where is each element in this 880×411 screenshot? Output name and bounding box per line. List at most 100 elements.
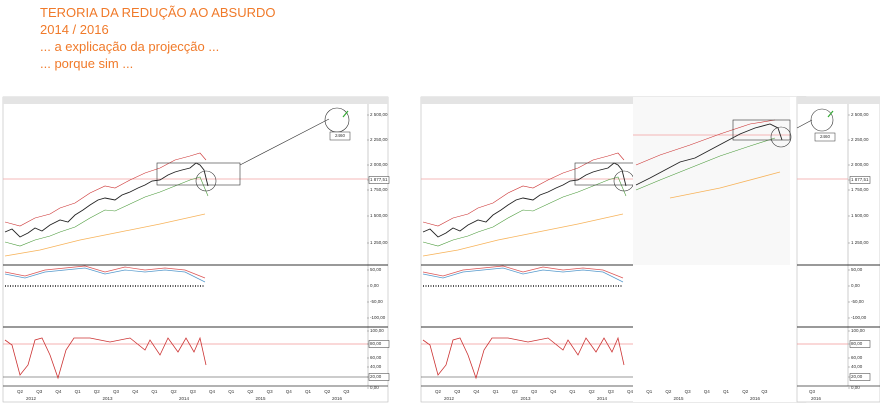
axis-label: 20,00 — [851, 374, 863, 379]
axis-label: 0,00 — [370, 385, 379, 390]
axis-label: 60,00 — [370, 355, 382, 360]
lower-band — [635, 137, 776, 191]
x-tick-label: Q3 — [761, 389, 768, 394]
x-year-label: 2015 — [673, 396, 684, 401]
x-tick-label: Q4 — [473, 389, 480, 394]
price-line — [422, 162, 627, 238]
axis-label: 80,00 — [370, 341, 382, 346]
axis-label: 50,00 — [851, 267, 863, 272]
axis-label: 80,00 — [851, 341, 863, 346]
x-tick-label: Q3 — [113, 389, 120, 394]
x-tick-label: Q1 — [228, 389, 235, 394]
cover — [633, 265, 796, 402]
projection-fragment — [633, 97, 792, 265]
x-tick-label: Q1 — [646, 389, 653, 394]
axis-label: 1 250,00 — [851, 240, 869, 245]
x-tick-label: Q3 — [608, 389, 615, 394]
axis-label: 0,00 — [851, 385, 860, 390]
x-tick-label: Q3 — [267, 389, 274, 394]
signal-line — [4, 267, 206, 283]
axis-label: 100,00 — [851, 328, 865, 333]
projection-line — [239, 118, 330, 166]
axis-label: 60,00 — [851, 355, 863, 360]
header-line: ... porque sim ... — [40, 56, 133, 71]
x-tick-label: Q1 — [569, 389, 576, 394]
axis-label: 2 250,00 — [370, 137, 388, 142]
range-box — [732, 119, 791, 141]
x-year-label: 2015 — [255, 396, 266, 401]
header-line: TERORIA DA REDUÇÃO AO ABSURDO — [40, 5, 276, 20]
range-box — [156, 162, 241, 186]
x-tick-label: Q3 — [190, 389, 197, 394]
x-year-label: 2013 — [520, 396, 531, 401]
x-tick-label: Q2 — [435, 389, 442, 394]
toolbar — [797, 97, 880, 104]
cover — [790, 97, 797, 402]
x-tick-label: Q2 — [247, 389, 254, 394]
x-tick-label: Q1 — [723, 389, 730, 394]
projection-line — [796, 119, 813, 129]
frame — [2, 96, 389, 403]
frame — [796, 96, 880, 403]
x-year-label: 2016 — [332, 396, 343, 401]
price-line — [635, 123, 783, 186]
annotation-label: 2460 — [335, 133, 346, 138]
x-year-label: 2012 — [26, 396, 37, 401]
moving-average — [422, 213, 624, 257]
axis-label: 1 750,00 — [370, 187, 388, 192]
macd-line — [4, 265, 206, 279]
axis-label: 20,00 — [370, 374, 382, 379]
axis-label: 2 250,00 — [851, 137, 869, 142]
axis-label: 1 877,51 — [851, 177, 869, 182]
x-tick-label: Q1 — [75, 389, 82, 394]
x-year-label: 2014 — [597, 396, 608, 401]
x-tick-label: Q3 — [809, 389, 816, 394]
header-line: 2014 / 2016 — [40, 22, 109, 37]
x-tick-label: Q4 — [209, 389, 216, 394]
x-tick-label: Q4 — [286, 389, 293, 394]
axis-label: -100,00 — [370, 315, 386, 320]
x-year-label: 2014 — [179, 396, 190, 401]
x-tick-label: Q1 — [305, 389, 312, 394]
x-tick-label: Q4 — [627, 389, 634, 394]
annotation-box — [329, 131, 351, 141]
lower-band — [4, 176, 209, 247]
price-line — [4, 162, 209, 238]
axis-label: 2 000,00 — [370, 162, 388, 167]
axis-label: 40,00 — [370, 364, 382, 369]
axis-label: 1 877,51 — [370, 177, 388, 182]
signal-line — [422, 267, 624, 283]
axis-label: 1 750,00 — [851, 187, 869, 192]
moving-average — [4, 213, 206, 257]
x-tick-label: Q4 — [55, 389, 62, 394]
upper-band — [422, 152, 625, 227]
chart-panel — [2, 96, 389, 403]
axis-label: 100,00 — [370, 328, 384, 333]
x-tick-label: Q2 — [742, 389, 749, 394]
circle-mark — [770, 126, 792, 148]
axis-label: 50,00 — [370, 267, 382, 272]
toolbar — [421, 97, 806, 104]
header-line: ... a explicação da projecção ... — [40, 39, 219, 54]
x-tick-label: Q2 — [94, 389, 101, 394]
x-tick-label: Q3 — [343, 389, 350, 394]
x-year-label: 2012 — [444, 396, 455, 401]
x-tick-label: Q3 — [454, 389, 461, 394]
axis-label: 2 500,00 — [370, 112, 388, 117]
x-tick-label: Q4 — [704, 389, 711, 394]
axis-label: -100,00 — [851, 315, 867, 320]
axis-label: 1 500,00 — [370, 213, 388, 218]
x-tick-label: Q3 — [36, 389, 43, 394]
axis-label: 0,00 — [370, 283, 379, 288]
lower-band — [422, 176, 627, 247]
axis-label: 2 500,00 — [851, 112, 869, 117]
axis-label: 1 250,00 — [370, 240, 388, 245]
upper-band — [4, 152, 207, 227]
axis-label: 1 500,00 — [851, 213, 869, 218]
toolbar — [3, 97, 388, 104]
x-year-label: 2016 — [750, 396, 761, 401]
axis-label: -50,00 — [370, 299, 383, 304]
x-tick-label: Q2 — [665, 389, 672, 394]
axis-label: 0,00 — [851, 283, 860, 288]
